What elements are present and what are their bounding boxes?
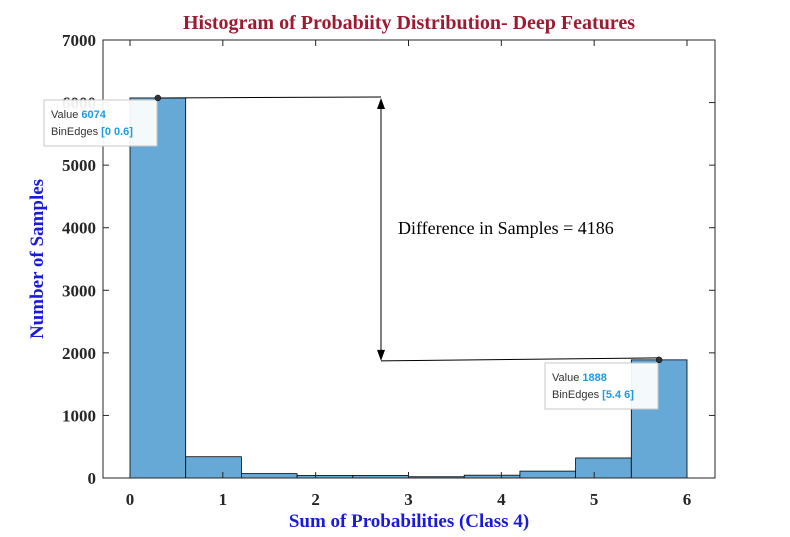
y-tick-label: 0 — [88, 469, 97, 488]
x-tick-label: 2 — [311, 490, 320, 509]
datatips-group: Value 6074 BinEdges [0 0.6] Value 1888 BinE… — [43, 94, 663, 410]
x-tick-label: 0 — [126, 490, 135, 509]
y-tick-label: 7000 — [62, 31, 96, 50]
difference-annotation-text: Difference in Samples = 4186 — [398, 218, 614, 238]
x-axis-label: Sum of Probabilities (Class 4) — [289, 511, 529, 532]
x-tick-label: 3 — [404, 490, 413, 509]
plot-frame — [102, 39, 716, 479]
ticks-group: 012345601000200030004000500060007000 — [62, 31, 715, 509]
y-tick-label: 3000 — [62, 281, 96, 300]
datatip-marker — [154, 94, 162, 102]
y-tick-label: 1000 — [62, 406, 96, 425]
histogram-bar — [129, 97, 187, 479]
histogram-bar — [185, 456, 242, 479]
arrow-down-head — [377, 349, 385, 361]
x-tick-label: 1 — [219, 490, 228, 509]
datatip-box — [544, 362, 659, 410]
difference-annotation — [157, 96, 660, 362]
x-tick-label: 4 — [497, 490, 506, 509]
y-tick-label: 5000 — [62, 156, 96, 175]
x-tick-label: 6 — [683, 490, 692, 509]
annotation-top-line — [157, 96, 382, 99]
y-tick-label: 2000 — [62, 344, 96, 363]
x-tick-label: 5 — [590, 490, 599, 509]
y-axis-label: Number of Samples — [27, 179, 48, 339]
annotation-bottom-line — [380, 357, 660, 362]
histogram-bar — [240, 473, 298, 479]
datatip: Value 1888 BinEdges [5.4 6] — [544, 356, 663, 410]
histogram-bar — [575, 457, 632, 479]
arrow-up-head — [377, 97, 385, 109]
datatip-edges-line: BinEdges [5.4 6] — [552, 389, 634, 401]
datatip-value-line: Value 6074 — [51, 109, 107, 121]
bars-group — [129, 97, 688, 479]
datatip-edges-line: BinEdges [0 0.6] — [51, 126, 133, 138]
datatip: Value 6074 BinEdges [0 0.6] — [43, 94, 162, 147]
datatip-marker — [655, 356, 663, 364]
histogram-bar — [519, 470, 577, 479]
y-tick-label: 4000 — [62, 219, 96, 238]
datatip-value-line: Value 1888 — [552, 372, 607, 384]
datatip-box — [43, 99, 158, 147]
chart-title: Histogram of Probabiity Distribution- De… — [183, 12, 635, 34]
